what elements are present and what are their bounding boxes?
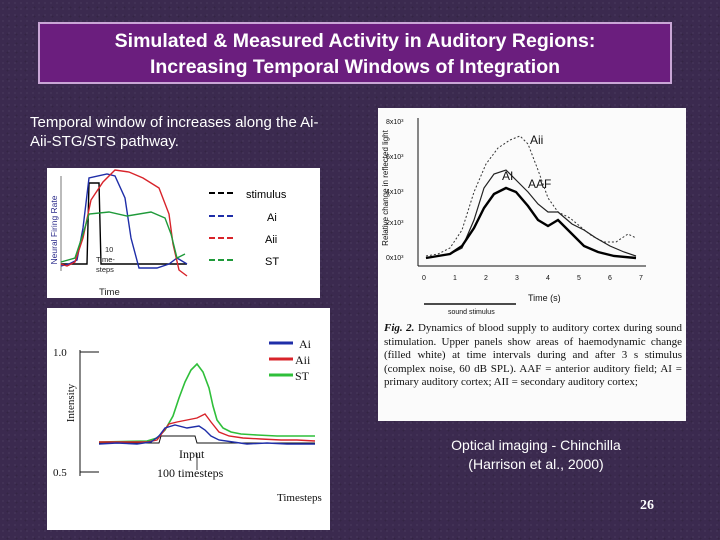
series-st-line [60, 211, 186, 263]
timesteps-annotation-2: Time- [96, 255, 115, 264]
figure-label-aaf: AAF [528, 177, 551, 191]
intensity-y-tick-high: 1.0 [53, 347, 67, 359]
optical-imaging-caption: Optical imaging - Chinchilla (Harrison e… [420, 436, 652, 474]
timesteps-annotation-3: steps [96, 265, 114, 274]
series-aaf-curve [425, 169, 637, 259]
slide-subtitle: Temporal window of increases along the A… [30, 114, 319, 150]
figure-caption-text: Dynamics of blood supply to auditory cor… [384, 322, 682, 388]
legend-st-label: ST [295, 369, 310, 383]
figure-y-tick: 2x10³ [386, 220, 404, 227]
input-label: Input [179, 447, 205, 461]
series-ai-line [98, 424, 315, 445]
legend-ai-label: Ai [267, 212, 277, 224]
figure-x-tick: 6 [608, 275, 612, 282]
figure-y-tick: 6x10³ [386, 154, 404, 161]
figure-x-tick: 2 [484, 275, 488, 282]
intensity-y-tick-low: 0.5 [53, 467, 67, 479]
slide-title: Simulated & Measured Activity in Auditor… [38, 22, 672, 84]
figure-x-tick: 7 [639, 275, 643, 282]
legend-aii-label: Aii [265, 234, 277, 246]
figure-y-tick: 4x10³ [386, 189, 404, 196]
legend-ai-label: Ai [299, 337, 312, 351]
figure-y-tick: 0x10³ [386, 255, 404, 262]
series-aii-line [60, 169, 188, 277]
firing-rate-svg: Neural Firing Rate 10 Time- steps stimul… [49, 169, 287, 298]
series-aii-line [99, 413, 316, 443]
sound-stimulus-label: sound stimulus [448, 309, 495, 316]
legend-aii-label: Aii [295, 353, 311, 367]
intensity-x-label: Timesteps [277, 492, 322, 504]
figure-y-tick: 8x10³ [386, 119, 404, 126]
timesteps-span-label: 100 timesteps [157, 466, 224, 480]
timesteps-annotation-1: 10 [105, 245, 113, 254]
optical-imaging-svg: Relative change in reflected light 8x10³… [381, 118, 682, 388]
series-stimulus-line [61, 182, 187, 265]
slide-number: 26 [640, 498, 654, 513]
figure-x-tick: 3 [515, 275, 519, 282]
figure-caption-lead: Fig. 2. [384, 322, 415, 334]
legend-st-label: ST [265, 256, 279, 268]
figure-label-aii: Aii [530, 133, 543, 147]
optical-imaging-figure: Relative change in reflected light 8x10³… [378, 108, 686, 421]
intensity-svg: Intensity 1.0 0.5 Ai Aii ST Input 100 ti… [53, 337, 322, 504]
firing-rate-x-label: Time [99, 287, 120, 298]
slide-title-line-2: Increasing Temporal Windows of Integrati… [149, 56, 561, 78]
series-ai-curve [425, 186, 637, 260]
figure-x-tick: 4 [546, 275, 550, 282]
intensity-y-label: Intensity [65, 383, 77, 422]
figure-caption-container: Fig. 2. Dynamics of blood supply to audi… [384, 322, 682, 388]
figure-x-tick: 0 [422, 275, 426, 282]
figure-x-label: Time (s) [528, 293, 561, 303]
figure-x-tick: 5 [577, 275, 581, 282]
caption-line-1: Optical imaging - Chinchilla [451, 437, 621, 453]
legend-stimulus-label: stimulus [246, 189, 287, 201]
series-ai-line [60, 173, 188, 269]
figure-y-label: Relative change in reflected light [381, 129, 390, 245]
simulation-plot-intensity: Intensity 1.0 0.5 Ai Aii ST Input 100 ti… [47, 308, 330, 530]
figure-label-ai: AI [502, 169, 513, 183]
figure-x-tick: 1 [453, 275, 457, 282]
slide-title-line-1: Simulated & Measured Activity in Auditor… [114, 30, 596, 52]
caption-line-2: (Harrison et al., 2000) [468, 456, 604, 472]
simulation-plot-firing-rate: Neural Firing Rate 10 Time- steps stimul… [47, 168, 320, 298]
firing-rate-y-label: Neural Firing Rate [49, 195, 59, 264]
series-input-line [99, 435, 315, 444]
